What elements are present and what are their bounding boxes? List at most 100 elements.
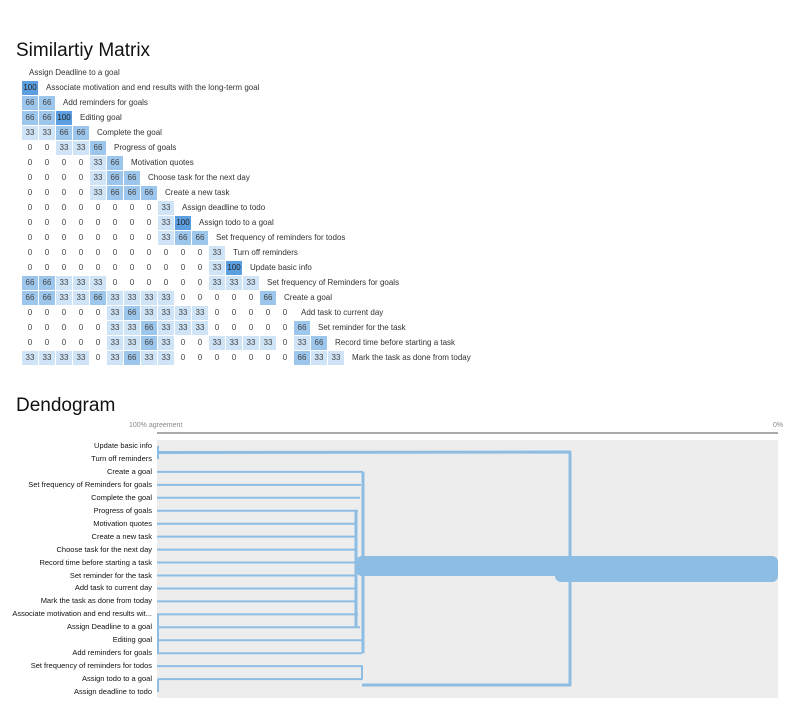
matrix-cell: 66: [22, 276, 38, 290]
matrix-cell: 0: [226, 321, 242, 335]
leaf-link: [157, 665, 363, 681]
matrix-cell: 0: [73, 321, 89, 335]
matrix-cell: 66: [73, 126, 89, 140]
dendrogram-leaf-label: Create a new task: [91, 531, 152, 541]
matrix-cell: 0: [22, 231, 38, 245]
matrix-cell: 66: [39, 291, 55, 305]
matrix-row-label: Associate motivation and end results wit…: [46, 83, 260, 92]
matrix-row: 66 66 33 33 66 33 33 33 33 0 0 0 0 0 66 Create a goal: [22, 291, 582, 306]
matrix-cell: 100: [226, 261, 242, 275]
matrix-cell: 66: [260, 291, 276, 305]
matrix-row: 0 0 0 0 0 0 0 0 33 100 Assign todo to a goal: [22, 216, 582, 231]
matrix-cell: 0: [39, 186, 55, 200]
matrix-cell: 33: [328, 351, 344, 365]
matrix-cell: 0: [56, 321, 72, 335]
matrix-cell: 0: [22, 261, 38, 275]
matrix-cell: 0: [56, 231, 72, 245]
matrix-cell: 0: [56, 216, 72, 230]
matrix-cell: 0: [39, 261, 55, 275]
matrix-cell: 33: [226, 336, 242, 350]
matrix-cell: 33: [158, 306, 174, 320]
axis-label-left: 100% agreement: [129, 422, 183, 429]
matrix-row: 0 0 0 0 0 33 33 66 33 33 33 0 0 0 0 0 66 Set reminder for…: [22, 321, 582, 336]
dendrogram-leaf-label: Turn off reminders: [91, 453, 152, 463]
matrix-cell: 0: [90, 231, 106, 245]
matrix-cell: 33: [209, 261, 225, 275]
matrix-cell: 0: [175, 351, 191, 365]
matrix-cell: 0: [141, 201, 157, 215]
matrix-cell: 66: [294, 321, 310, 335]
matrix-row: 0 0 0 0 0 0 0 0 33 66 66 Set frequency of reminders…: [22, 231, 582, 246]
link-root-band: [555, 556, 778, 582]
matrix-cell: 33: [124, 336, 140, 350]
matrix-cell: 33: [90, 276, 106, 290]
matrix-cell: 33: [158, 336, 174, 350]
matrix-cell: 0: [90, 351, 106, 365]
matrix-cell: 0: [90, 216, 106, 230]
matrix-cell: 0: [158, 261, 174, 275]
matrix-cell: 0: [22, 216, 38, 230]
matrix-row: 33 33 66 66 Complete the goal: [22, 126, 582, 141]
matrix-cell: 33: [311, 351, 327, 365]
dendrogram-leaf-label: Progress of goals: [93, 505, 152, 515]
matrix-cell: 0: [107, 246, 123, 260]
matrix-cell: 0: [124, 216, 140, 230]
matrix-cell: 0: [141, 231, 157, 245]
matrix-cell: 33: [124, 321, 140, 335]
matrix-row-label: Update basic info: [250, 263, 312, 272]
matrix-cell: 66: [39, 111, 55, 125]
matrix-cell: 0: [73, 261, 89, 275]
matrix-cell: 0: [56, 336, 72, 350]
matrix-cell: 66: [124, 306, 140, 320]
matrix-cell: 0: [56, 306, 72, 320]
matrix-cell: 33: [175, 321, 191, 335]
matrix-cell: 33: [22, 351, 38, 365]
matrix-cell: 0: [107, 231, 123, 245]
matrix-row-label: Assign deadline to todo: [182, 203, 266, 212]
matrix-cell: 0: [73, 231, 89, 245]
matrix-cell: 66: [39, 96, 55, 110]
matrix-cell: 0: [39, 156, 55, 170]
matrix-cell: 33: [107, 321, 123, 335]
matrix-cell: 0: [107, 276, 123, 290]
matrix-cell: 66: [90, 291, 106, 305]
matrix-cell: 33: [90, 186, 106, 200]
matrix-cell: 0: [56, 201, 72, 215]
matrix-cell: 0: [192, 351, 208, 365]
matrix-cell: 33: [141, 291, 157, 305]
matrix-cell: 0: [192, 276, 208, 290]
dendrogram-leaf-label: Editing goal: [112, 635, 152, 645]
matrix-cell: 0: [209, 351, 225, 365]
matrix-cell: 33: [107, 306, 123, 320]
matrix-cell: 66: [141, 186, 157, 200]
matrix-cell: 33: [73, 351, 89, 365]
matrix-cell: 0: [39, 246, 55, 260]
matrix-cell: 33: [107, 336, 123, 350]
matrix-cell: 0: [107, 201, 123, 215]
matrix-cell: 0: [56, 171, 72, 185]
dendrogram-leaf-label: Complete the goal: [91, 492, 152, 502]
matrix-cell: 33: [209, 336, 225, 350]
matrix-cell: 0: [124, 231, 140, 245]
matrix-cell: 33: [56, 351, 72, 365]
matrix-cell: 0: [124, 201, 140, 215]
matrix-row-label: Set frequency of Reminders for goals: [267, 278, 400, 287]
matrix-cell: 0: [39, 336, 55, 350]
matrix-cell: 0: [192, 336, 208, 350]
matrix-row-label: Add reminders for goals: [63, 98, 148, 107]
matrix-row-label: Choose task for the next day: [148, 173, 250, 182]
matrix-cell: 0: [260, 351, 276, 365]
matrix-row: 0 0 0 0 33 66 Motivation quotes: [22, 156, 582, 171]
matrix-cell: 0: [56, 261, 72, 275]
matrix-cell: 33: [192, 321, 208, 335]
matrix-header-label: Assign Deadline to a goal: [29, 68, 120, 77]
matrix-cell: 0: [226, 351, 242, 365]
matrix-cell: 66: [124, 171, 140, 185]
similarity-matrix: Assign Deadline to a goal 100 Associate m…: [22, 66, 582, 366]
matrix-cell: 0: [277, 351, 293, 365]
matrix-cell: 0: [90, 201, 106, 215]
matrix-cell: 0: [192, 291, 208, 305]
matrix-cell: 33: [39, 126, 55, 140]
matrix-cell: 33: [141, 351, 157, 365]
